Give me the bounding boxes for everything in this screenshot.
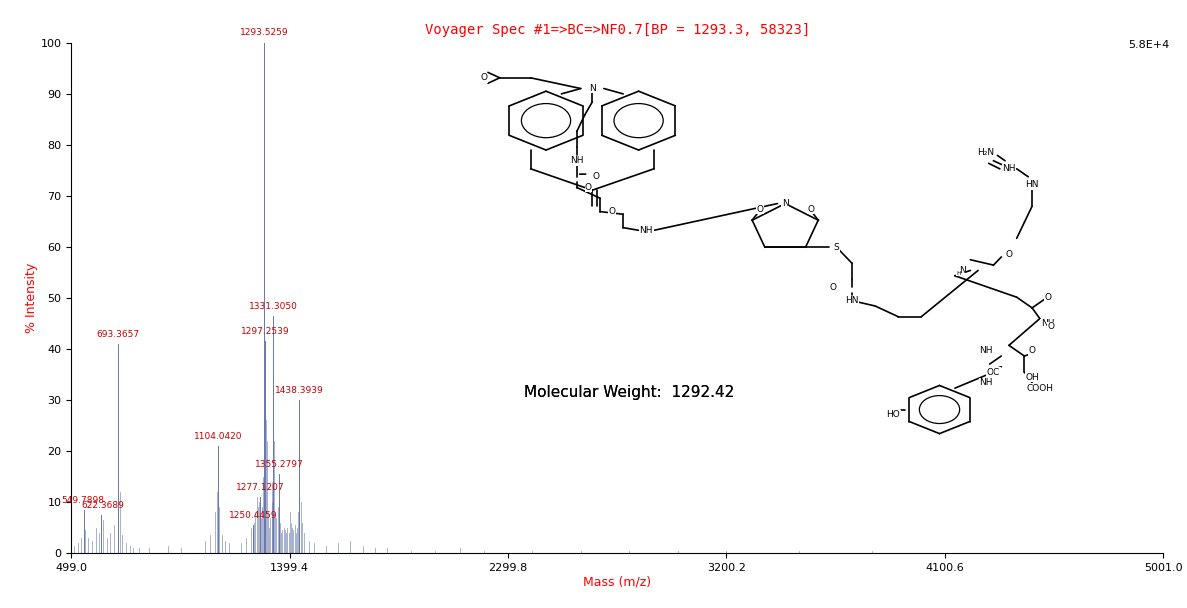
Text: N: N bbox=[782, 199, 788, 208]
Text: O: O bbox=[807, 205, 814, 214]
Text: O: O bbox=[608, 207, 615, 216]
Text: HN: HN bbox=[845, 296, 858, 305]
Text: COOH: COOH bbox=[1027, 384, 1053, 393]
Text: O: O bbox=[756, 205, 763, 214]
Text: 1250.4459: 1250.4459 bbox=[229, 511, 278, 520]
Text: NH: NH bbox=[979, 346, 992, 355]
Text: N: N bbox=[589, 84, 596, 93]
Text: H₂N: H₂N bbox=[977, 148, 995, 157]
Title: Voyager Spec #1=>BC=>NF0.7[BP = 1293.3, 58323]: Voyager Spec #1=>BC=>NF0.7[BP = 1293.3, … bbox=[425, 23, 810, 37]
Text: Molecular Weight:  1292.42: Molecular Weight: 1292.42 bbox=[525, 385, 735, 400]
Text: 549.7898: 549.7898 bbox=[61, 496, 103, 505]
Text: OH: OH bbox=[1026, 373, 1039, 382]
Text: 1104.0420: 1104.0420 bbox=[193, 432, 242, 441]
Text: 1277.1207: 1277.1207 bbox=[236, 483, 284, 492]
Text: NH: NH bbox=[1002, 164, 1016, 173]
Text: 5.8E+4: 5.8E+4 bbox=[1128, 40, 1169, 49]
Text: 1297.2539: 1297.2539 bbox=[241, 327, 290, 336]
Text: HO: HO bbox=[887, 410, 900, 420]
Text: O: O bbox=[1045, 292, 1050, 302]
Text: O: O bbox=[1048, 322, 1055, 331]
Text: 1293.5259: 1293.5259 bbox=[240, 29, 288, 38]
Text: 693.3657: 693.3657 bbox=[97, 330, 140, 339]
Text: N: N bbox=[959, 266, 966, 275]
Text: 1355.2797: 1355.2797 bbox=[254, 460, 304, 469]
Text: O: O bbox=[585, 183, 592, 192]
Text: H: H bbox=[957, 271, 961, 275]
Text: O: O bbox=[592, 172, 599, 181]
Text: NH: NH bbox=[570, 156, 584, 165]
Text: S: S bbox=[833, 243, 839, 252]
Text: OC: OC bbox=[986, 368, 1001, 376]
Text: O: O bbox=[1005, 250, 1013, 259]
Text: O: O bbox=[1029, 346, 1035, 355]
Text: HN: HN bbox=[1026, 181, 1039, 189]
X-axis label: Mass (m/z): Mass (m/z) bbox=[583, 576, 652, 589]
Text: NH: NH bbox=[640, 226, 653, 235]
Text: O: O bbox=[829, 283, 836, 292]
Text: O: O bbox=[481, 74, 488, 82]
Text: 1331.3050: 1331.3050 bbox=[248, 302, 298, 311]
Text: NH: NH bbox=[979, 378, 992, 387]
Text: 622.3689: 622.3689 bbox=[81, 501, 123, 510]
Text: 1438.3939: 1438.3939 bbox=[274, 386, 324, 395]
Y-axis label: % Intensity: % Intensity bbox=[25, 263, 38, 333]
Text: Molecular Weight:  1292.42: Molecular Weight: 1292.42 bbox=[525, 385, 735, 400]
Text: NH: NH bbox=[1041, 319, 1054, 328]
